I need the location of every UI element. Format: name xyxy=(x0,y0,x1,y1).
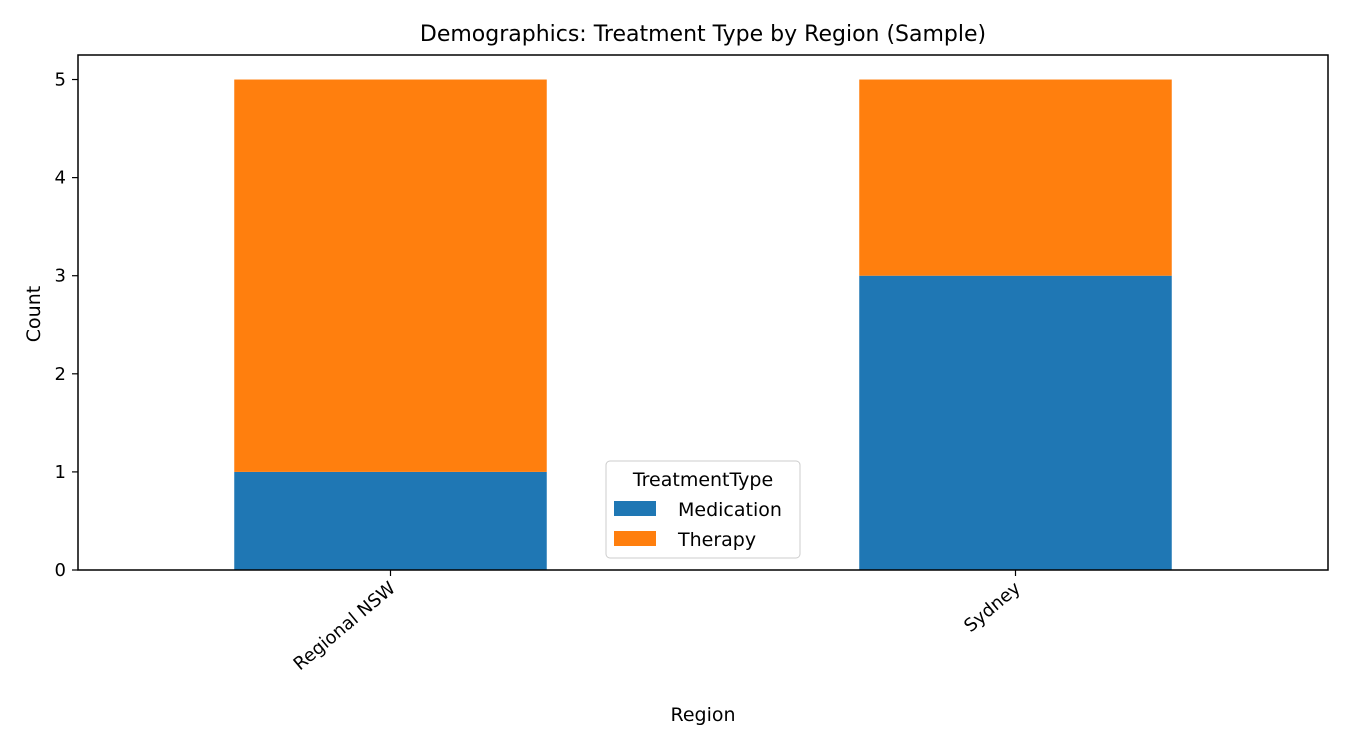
legend-items: Medication Therapy xyxy=(614,499,782,551)
y-tick-label: 1 xyxy=(55,462,66,483)
x-tick-label: Regional NSW xyxy=(290,578,400,675)
y-axis-label: Count xyxy=(23,286,45,342)
legend-label-medication: Medication xyxy=(678,499,782,521)
y-tick-label: 2 xyxy=(55,364,66,385)
x-axis-label: Region xyxy=(670,704,735,726)
bar-therapy-sydney xyxy=(859,79,1172,276)
legend-title: TreatmentType xyxy=(632,469,773,491)
y-tick-label: 3 xyxy=(55,266,66,287)
x-tick-label: Sydney xyxy=(960,578,1025,637)
bar-therapy-regional-nsw xyxy=(234,79,547,472)
y-tick-label: 4 xyxy=(55,168,66,189)
legend: TreatmentType Medication Therapy xyxy=(605,460,801,559)
bar-medication-regional-nsw xyxy=(234,471,547,570)
bars-layer xyxy=(234,79,1172,570)
legend-swatch-medication xyxy=(614,501,656,516)
y-tick-label: 5 xyxy=(55,70,66,91)
plot-frame xyxy=(77,54,1329,571)
y-axis: 0 1 2 3 4 5 xyxy=(55,70,78,581)
bar-medication-sydney xyxy=(859,275,1172,570)
plot-area: 0 1 2 3 4 5 Regional NSW Sydney xyxy=(55,54,1329,675)
chart-title: Demographics: Treatment Type by Region (… xyxy=(420,22,986,47)
y-tick-label: 0 xyxy=(55,560,66,581)
legend-swatch-therapy xyxy=(614,531,656,546)
legend-label-therapy: Therapy xyxy=(677,529,756,551)
x-axis: Regional NSW Sydney xyxy=(290,570,1025,675)
